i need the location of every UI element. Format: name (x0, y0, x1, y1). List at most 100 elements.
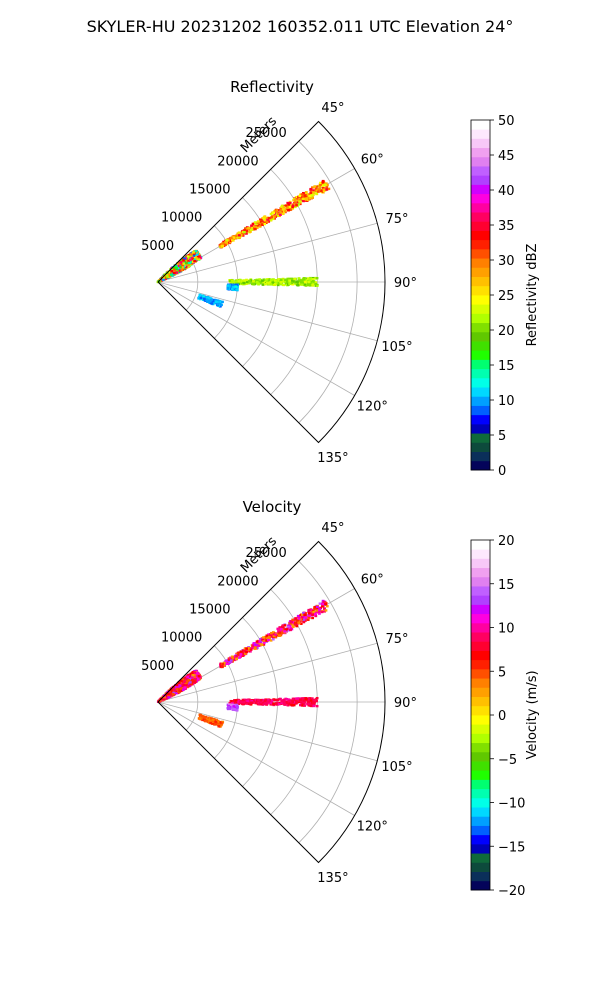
colorbar-tick-label: 20 (498, 534, 515, 549)
echo-cell (188, 681, 192, 684)
theta-tick-label: 75° (385, 212, 408, 227)
echo-cell (221, 665, 224, 669)
echo-cell (310, 609, 314, 612)
echo-cell (276, 627, 280, 631)
echo-cell (274, 698, 278, 702)
echo-cell (298, 202, 302, 206)
echo-cell (315, 609, 319, 612)
echo-cell (262, 278, 266, 281)
echo-cell (297, 697, 301, 700)
theta-tick-label: 105° (381, 760, 412, 775)
echo-cell (247, 646, 250, 650)
echo-cell (303, 613, 307, 617)
echo-cell (167, 696, 171, 699)
echo-cell (187, 679, 191, 682)
echo-cell (243, 228, 247, 232)
echo-cell (192, 674, 196, 677)
echo-cell (276, 283, 280, 287)
echo-cell (270, 631, 273, 635)
echo-cell (286, 701, 290, 705)
echo-cell (272, 634, 276, 638)
echo-cell (252, 283, 256, 286)
echo-cell (250, 646, 254, 650)
colorbar-segment (471, 331, 490, 342)
colorbar-segment (471, 258, 490, 268)
echo-cell (235, 654, 238, 658)
echo-cell (253, 643, 257, 647)
echo-cell (281, 624, 285, 627)
echo-cell (259, 698, 263, 702)
colorbar-segment (471, 433, 490, 443)
echo-cell (193, 258, 197, 261)
echo-cell (254, 700, 257, 703)
colorbar-tick-label: 25 (498, 289, 515, 304)
colorbar-segment (471, 632, 490, 642)
echo-cell (304, 191, 308, 194)
colorbar-segment (471, 595, 490, 605)
echo-cell (272, 702, 275, 705)
echo-cell (229, 239, 233, 243)
echo-cell (307, 280, 311, 284)
echo-cell (230, 280, 234, 283)
echo-cell (290, 703, 294, 707)
echo-cell (217, 722, 221, 726)
echo-cell (293, 622, 297, 625)
echo-cell (307, 616, 311, 620)
echo-cell (229, 279, 232, 283)
echo-cell (226, 284, 230, 287)
echo-cell (239, 650, 243, 654)
echo-cell (307, 697, 311, 700)
echo-cell (325, 186, 329, 189)
echo-cell (179, 687, 183, 690)
echo-cell (299, 193, 302, 196)
echo-cell (290, 702, 294, 705)
echo-cell (272, 211, 276, 215)
echo-cell (239, 700, 243, 703)
echo-cell (288, 620, 292, 624)
echo-cell (303, 619, 307, 622)
echo-cell (189, 253, 193, 256)
colorbar-segment (471, 129, 490, 139)
echo-cell (327, 187, 331, 191)
echo-cell (248, 230, 252, 233)
echo-cell (232, 658, 236, 662)
echo-cell (286, 201, 290, 205)
echo-cell (312, 189, 315, 192)
echo-cell (311, 701, 315, 705)
echo-cell (291, 204, 295, 207)
echo-cell (283, 700, 287, 704)
colorbar-tick-label: 15 (498, 578, 515, 593)
echo-cell (249, 702, 253, 706)
range-tick-label: 20000 (217, 574, 258, 589)
echo-cell (220, 664, 224, 667)
echo-cell (302, 278, 306, 281)
echo-cell (253, 227, 257, 231)
echo-cell (201, 718, 205, 722)
echo-cell (265, 700, 268, 704)
echo-cell (184, 261, 188, 265)
echo-cell (259, 220, 263, 223)
colorbar-segment (471, 668, 490, 679)
echo-cell (300, 616, 304, 619)
echo-cell (263, 702, 267, 706)
echo-cell (261, 638, 265, 642)
echo-cell (314, 281, 318, 284)
echo-cell (307, 610, 311, 614)
echo-cell (208, 300, 212, 303)
echo-cell (323, 607, 326, 611)
echo-cell (288, 205, 292, 209)
echo-cell (310, 704, 314, 708)
echo-cell (173, 686, 177, 689)
echo-cell (265, 637, 269, 640)
colorbar-segment (471, 715, 490, 725)
echo-cell (316, 605, 319, 609)
echo-cell (237, 700, 240, 703)
echo-cell (306, 702, 310, 706)
echo-cell (225, 662, 229, 666)
colorbar-segment (471, 396, 490, 406)
echo-cell (257, 698, 260, 702)
colorbar-tick-label: 10 (498, 394, 515, 409)
colorbar: −20 −15 −10 −5 0 5 10 15 20 Velocity (m/s) (470, 534, 540, 899)
colorbar-segment (471, 696, 490, 707)
echo-cell (307, 704, 311, 707)
